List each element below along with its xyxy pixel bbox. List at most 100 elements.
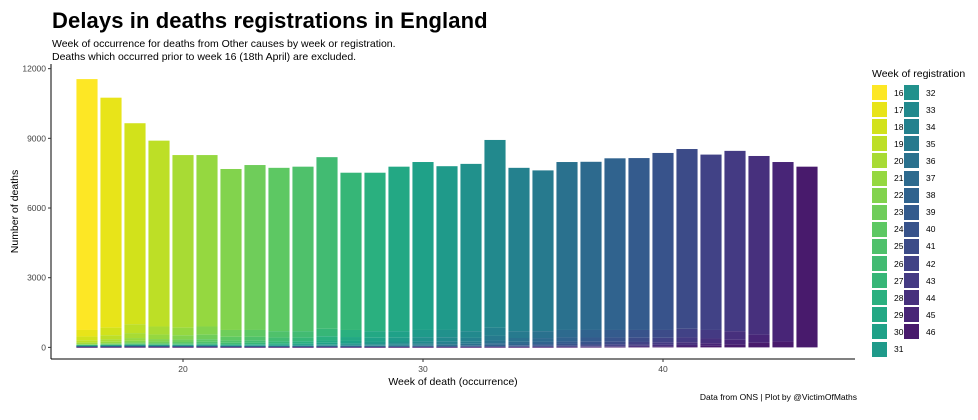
bar-week-44 xyxy=(748,155,770,335)
bar-week-21-reg-24 xyxy=(196,339,218,342)
bar-week-36-reg-37 xyxy=(556,329,578,338)
bar-week-18-reg-21 xyxy=(124,338,146,341)
bar-week-30 xyxy=(412,162,434,330)
bar-week-20-reg-24 xyxy=(172,341,194,344)
bar-week-30-reg-34 xyxy=(412,343,434,345)
bar-week-43-reg-46 xyxy=(724,344,746,348)
bar-week-43-reg-45 xyxy=(724,339,746,345)
legend-key-31 xyxy=(872,341,887,357)
legend-item-40: 40 xyxy=(904,221,935,238)
bar-week-39 xyxy=(628,158,650,330)
legend-item-28: 28 xyxy=(872,289,903,306)
bar-week-28-reg-32 xyxy=(364,343,386,345)
bar-week-31-reg-33 xyxy=(436,337,458,342)
legend-key-36 xyxy=(904,153,919,169)
bar-week-38-reg-40 xyxy=(604,337,626,342)
legend-item-42: 42 xyxy=(904,255,935,272)
bar-week-34-reg-39 xyxy=(508,345,530,346)
bar-week-33-reg-34 xyxy=(484,327,506,336)
bar-week-22-reg-24 xyxy=(220,336,242,341)
legend-key-35 xyxy=(904,136,919,152)
legend-key-41 xyxy=(904,238,919,254)
legend-item-25: 25 xyxy=(872,238,903,255)
bar-week-21-reg-23 xyxy=(196,334,218,340)
legend-key-18 xyxy=(872,119,887,135)
legend-label-46: 46 xyxy=(926,326,936,337)
bar-week-24-reg-29 xyxy=(268,344,290,346)
legend-key-22 xyxy=(872,187,887,203)
legend-key-17 xyxy=(872,102,887,118)
bar-week-19-reg-25 xyxy=(148,343,170,345)
bar-week-25-reg-26 xyxy=(292,331,314,338)
x-tick-label-20: 20 xyxy=(178,364,188,374)
x-tick-label-40: 40 xyxy=(658,364,668,374)
bar-week-16-reg-17 xyxy=(76,329,98,337)
legend-label-27: 27 xyxy=(894,275,904,286)
legend-key-45 xyxy=(904,307,919,323)
bar-week-40-reg-41 xyxy=(652,329,674,338)
bar-week-23-reg-28 xyxy=(244,344,266,345)
bar-week-35-reg-37 xyxy=(532,338,554,342)
bar-week-28-reg-33 xyxy=(364,344,386,346)
legend-item-16: 16 xyxy=(872,84,903,101)
bar-week-19-reg-23 xyxy=(148,341,170,344)
bar-week-41 xyxy=(676,149,698,329)
legend-item-41: 41 xyxy=(904,238,935,255)
bar-week-30-reg-32 xyxy=(412,337,434,342)
legend-item-31: 31 xyxy=(872,341,903,358)
legend-key-43 xyxy=(904,273,919,289)
bar-week-37-reg-38 xyxy=(580,329,602,338)
bar-week-35-reg-36 xyxy=(532,331,554,339)
bar-week-36 xyxy=(556,162,578,330)
y-tick-label-9000: 9000 xyxy=(27,133,46,143)
bar-week-38-reg-41 xyxy=(604,341,626,345)
legend-key-34 xyxy=(904,119,919,135)
bar-week-29-reg-31 xyxy=(388,337,410,342)
bar-week-28-reg-30 xyxy=(364,337,386,342)
bar-week-42 xyxy=(700,154,722,330)
legend-label-45: 45 xyxy=(926,309,936,320)
legend-key-19 xyxy=(872,136,887,152)
y-axis-label: Number of deaths xyxy=(9,170,21,253)
bar-week-35 xyxy=(532,170,554,332)
bar-week-23-reg-26 xyxy=(244,340,266,343)
bar-week-23-reg-25 xyxy=(244,336,266,341)
bar-week-20-reg-21 xyxy=(172,327,194,336)
bar-week-24-reg-26 xyxy=(268,337,290,342)
bar-week-17-reg-20 xyxy=(100,339,122,342)
x-axis-label: Week of death (occurrence) xyxy=(388,376,517,388)
bar-week-40 xyxy=(652,152,674,330)
legend-key-23 xyxy=(872,204,887,220)
legend-item-29: 29 xyxy=(872,306,903,323)
bar-week-39-reg-40 xyxy=(628,329,650,338)
chart-subtitle: Week of occurrence for deaths from Other… xyxy=(52,38,396,64)
legend-item-26: 26 xyxy=(872,255,903,272)
bar-week-29-reg-33 xyxy=(388,343,410,345)
bar-week-42-reg-44 xyxy=(700,338,722,344)
bar-week-22-reg-27 xyxy=(220,343,242,345)
bar-week-40-reg-45 xyxy=(652,346,674,347)
bar-week-35-reg-39 xyxy=(532,344,554,346)
bar-week-36-reg-41 xyxy=(556,345,578,347)
legend-key-28 xyxy=(872,290,887,306)
bar-week-19-reg-22 xyxy=(148,339,170,342)
bar-week-28-reg-29 xyxy=(364,331,386,338)
bar-week-45-reg-46 xyxy=(772,341,794,348)
legend-key-39 xyxy=(904,204,919,220)
bar-week-30-reg-33 xyxy=(412,341,434,344)
bar-week-29-reg-30 xyxy=(388,331,410,338)
bar-week-41-reg-42 xyxy=(676,328,698,338)
bar-week-26-reg-29 xyxy=(316,340,338,343)
bar-week-20-reg-22 xyxy=(172,335,194,340)
bar-week-22-reg-23 xyxy=(220,329,242,337)
bar-week-26-reg-30 xyxy=(316,342,338,345)
bar-week-31-reg-35 xyxy=(436,343,458,345)
legend-item-36: 36 xyxy=(904,152,935,169)
legend-item-21: 21 xyxy=(872,170,903,187)
bar-week-31-reg-36 xyxy=(436,344,458,346)
legend-label-24: 24 xyxy=(894,224,904,235)
subtitle-line-2: Deaths which occurred prior to week 16 (… xyxy=(52,51,357,63)
bar-week-27-reg-31 xyxy=(340,343,362,345)
legend-label-33: 33 xyxy=(926,104,936,115)
bar-week-33-reg-38 xyxy=(484,344,506,346)
